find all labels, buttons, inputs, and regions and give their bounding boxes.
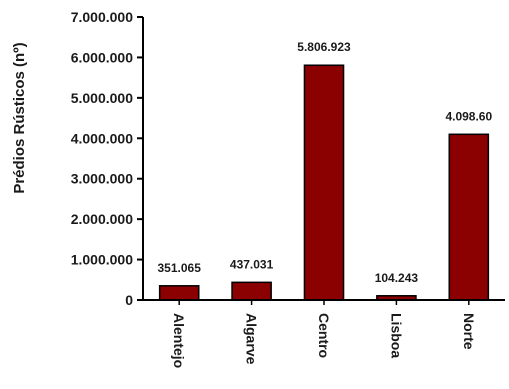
y-tick-label: 2.000.000 (71, 211, 133, 227)
bar-alentejo (158, 285, 200, 301)
x-tick-label: Lisboa (388, 313, 404, 358)
data-label: 437.031 (230, 257, 274, 271)
data-label: 4.098.60 (445, 109, 492, 123)
data-label: 104.243 (375, 271, 419, 285)
bar-norte (448, 133, 490, 301)
x-axis-ticks: Alentejo Algarve Centro Lisboa Norte (171, 300, 477, 368)
y-tick-label: 3.000.000 (71, 171, 133, 187)
y-axis-ticks: 0 1.000.000 2.000.000 3.000.000 4.000.000 5.0… (71, 9, 143, 308)
y-tick-label: 7.000.000 (71, 9, 133, 25)
x-tick-label: Algarve (244, 313, 260, 365)
y-tick-label: 4.000.000 (71, 130, 133, 146)
x-tick-label: Centro (316, 313, 332, 358)
y-tick-label: 6.000.000 (71, 49, 133, 65)
bars (158, 64, 490, 301)
y-axis-label: Prédios Rústicos (nº) (11, 42, 28, 193)
x-tick-label: Norte (461, 313, 477, 350)
y-tick-label: 5.000.000 (71, 90, 133, 106)
data-label: 351.065 (158, 261, 202, 275)
x-tick-label: Alentejo (171, 313, 187, 368)
y-tick-label: 1.000.000 (71, 252, 133, 268)
data-label: 5.806.923 (297, 40, 351, 54)
y-tick-label: 0 (125, 292, 133, 308)
bar-algarve (231, 281, 272, 301)
data-labels: 351.065 437.031 5.806.923 104.243 4.098.60 (158, 40, 493, 285)
bar-centro (303, 64, 345, 301)
